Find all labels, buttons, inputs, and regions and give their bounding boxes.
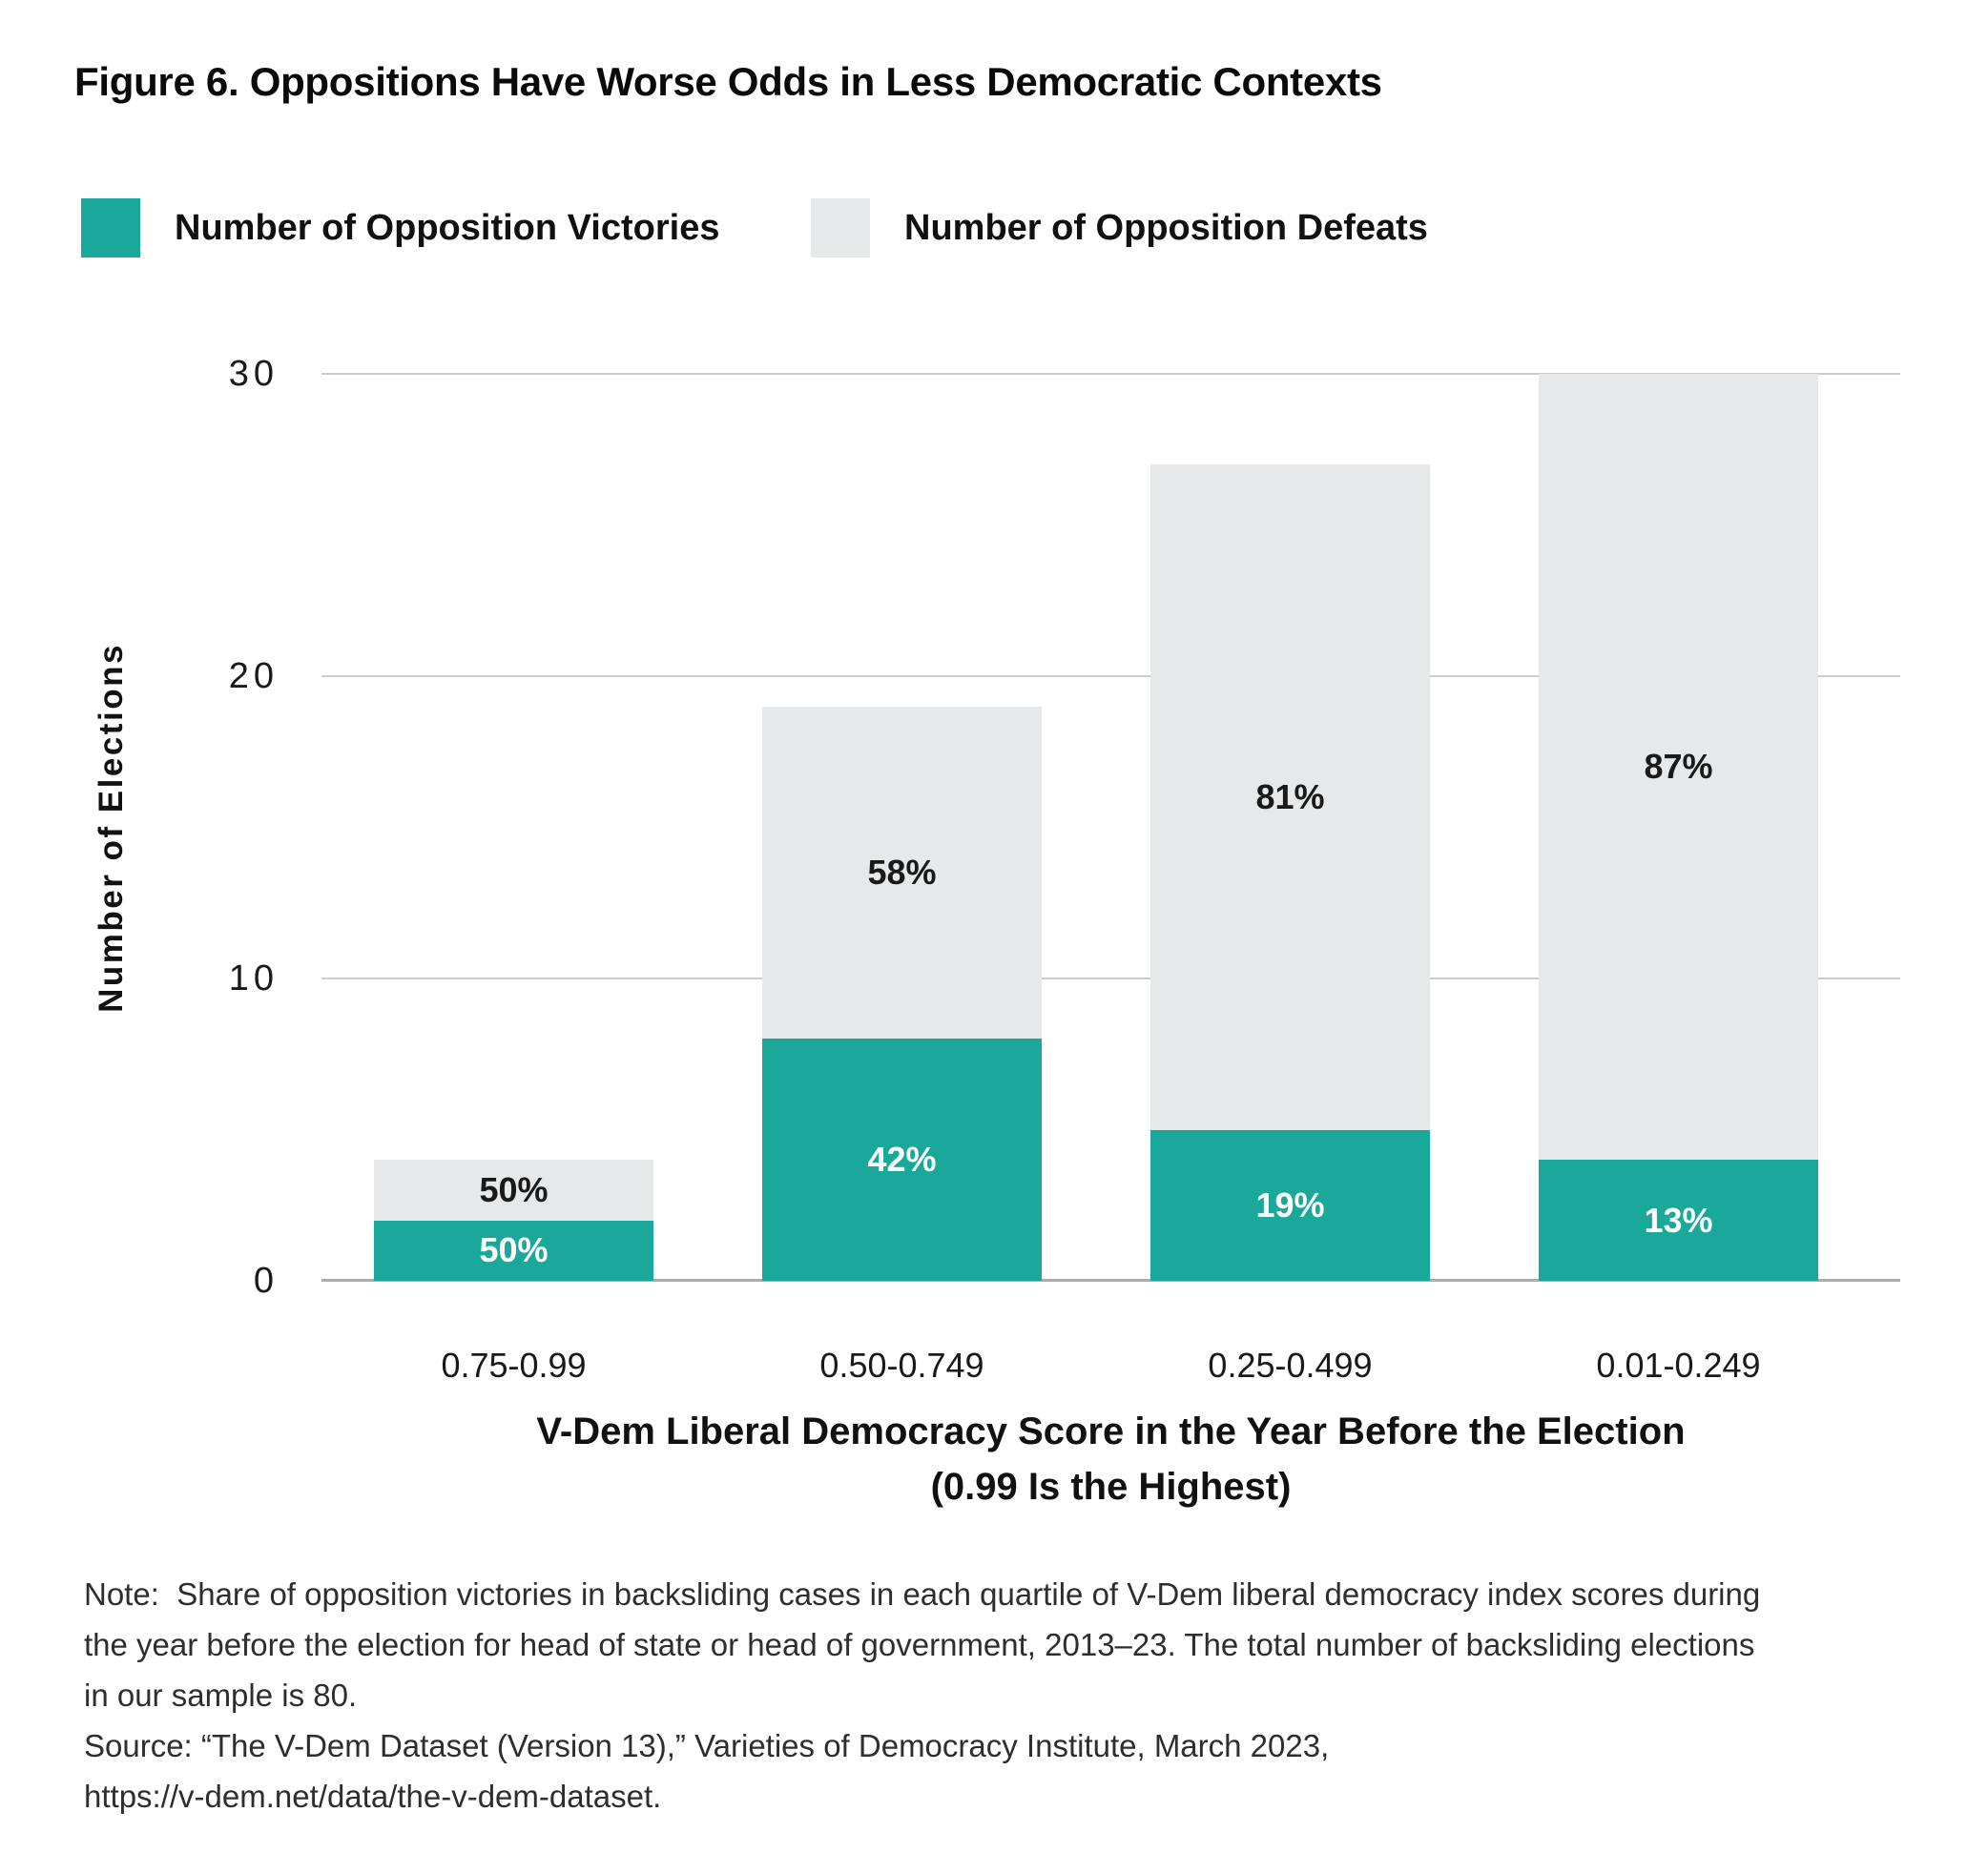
- source-url-line: https://v-dem.net/data/the-v-dem-dataset…: [84, 1779, 662, 1814]
- note-line: the year before the election for head of…: [84, 1627, 1755, 1662]
- bar-0.01-0.249: 87% 13%: [1539, 374, 1818, 1281]
- x-axis-title-line2: (0.99 Is the Highest): [930, 1466, 1292, 1508]
- plot-area: 50% 50% 58% 42% 81% 19% 87% 13%: [321, 373, 1900, 1282]
- victories-swatch-icon: [81, 198, 140, 257]
- victories-legend-label: Number of Opposition Victories: [175, 207, 720, 248]
- figure-title: Figure 6. Oppositions Have Worse Odds in…: [74, 59, 1382, 104]
- victories-percent-label-0.75-0.99: 50%: [479, 1230, 549, 1270]
- legend-item-defeats: Number of Opposition Defeats: [811, 198, 1428, 257]
- y-tick-label-20: 20: [228, 656, 279, 696]
- y-tick-label-30: 30: [228, 354, 279, 394]
- y-tick-label-0: 0: [253, 1261, 279, 1301]
- defeats-percent-label-0.25-0.499: 81%: [1255, 776, 1325, 816]
- gridline-10: [321, 978, 1900, 979]
- y-tick-labels: 0 10 20 30: [0, 354, 279, 1301]
- x-category-label-0.50-0.749: 0.50-0.749: [819, 1346, 984, 1385]
- defeats-swatch-icon: [811, 198, 870, 257]
- defeats-legend-label: Number of Opposition Defeats: [904, 207, 1428, 248]
- victories-percent-label-0.50-0.749: 42%: [867, 1140, 937, 1180]
- bar-segment-victories-0.01-0.249: 13%: [1539, 1160, 1818, 1281]
- bar-0.50-0.749: 58% 42%: [762, 706, 1042, 1281]
- y-tick-label-10: 10: [228, 958, 279, 999]
- note-block: Note: Share of opposition victories in b…: [84, 1569, 1760, 1822]
- note-line: Note: Share of opposition victories in b…: [84, 1576, 1761, 1612]
- x-category-label-0.01-0.249: 0.01-0.249: [1596, 1346, 1761, 1385]
- bar-segment-defeats-0.25-0.499: 81%: [1150, 464, 1430, 1130]
- victories-percent-label-0.01-0.249: 13%: [1644, 1200, 1713, 1240]
- defeats-percent-label-0.01-0.249: 87%: [1644, 747, 1713, 787]
- legend-item-victories: Number of Opposition Victories: [81, 198, 719, 257]
- x-category-label-0.25-0.499: 0.25-0.499: [1208, 1346, 1373, 1385]
- bar-segment-victories-0.75-0.99: 50%: [374, 1220, 653, 1281]
- source-line: Source: “The V-Dem Dataset (Version 13),…: [84, 1728, 1330, 1763]
- bar-segment-defeats-0.50-0.749: 58%: [762, 706, 1042, 1040]
- defeats-percent-label-0.75-0.99: 50%: [479, 1169, 549, 1209]
- gridline-30: [321, 373, 1900, 375]
- victories-percent-label-0.25-0.499: 19%: [1255, 1184, 1325, 1225]
- gridline-20: [321, 675, 1900, 677]
- note-line: in our sample is 80.: [84, 1678, 358, 1713]
- defeats-percent-label-0.50-0.749: 58%: [867, 853, 937, 893]
- x-category-label-0.75-0.99: 0.75-0.99: [441, 1346, 587, 1385]
- bar-0.25-0.499: 81% 19%: [1150, 464, 1430, 1281]
- gridline-0: [321, 1279, 1900, 1282]
- bar-segment-victories-0.50-0.749: 42%: [762, 1039, 1042, 1281]
- bar-segment-defeats-0.75-0.99: 50%: [374, 1160, 653, 1221]
- x-category-labels: 0.75-0.99 0.50-0.749 0.25-0.499 0.01-0.249: [321, 1343, 1900, 1390]
- bar-segment-victories-0.25-0.499: 19%: [1150, 1129, 1430, 1281]
- x-axis-title: V-Dem Liberal Democracy Score in the Yea…: [321, 1404, 1900, 1514]
- x-axis-title-line1: V-Dem Liberal Democracy Score in the Yea…: [536, 1410, 1686, 1452]
- bar-segment-defeats-0.01-0.249: 87%: [1539, 374, 1818, 1161]
- bar-0.75-0.99: 50% 50%: [374, 1160, 653, 1281]
